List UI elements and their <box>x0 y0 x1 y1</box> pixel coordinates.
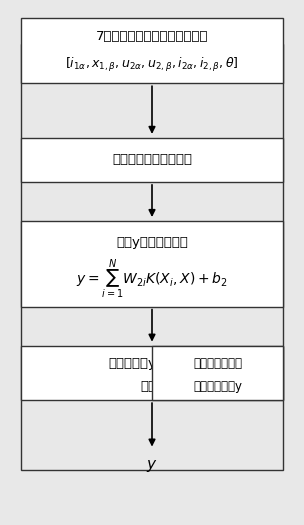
Text: 7个输入变量的实时直接测量值: 7个输入变量的实时直接测量值 <box>96 30 208 43</box>
Text: $y=\sum_{i=1}^{N}W_{2i}K(X_i,X)+b_2$: $y=\sum_{i=1}^{N}W_{2i}K(X_i,X)+b_2$ <box>76 257 228 301</box>
FancyBboxPatch shape <box>21 221 283 307</box>
Text: 计算y方向径向位移: 计算y方向径向位移 <box>116 236 188 249</box>
FancyBboxPatch shape <box>152 345 283 400</box>
FancyBboxPatch shape <box>21 138 283 182</box>
Text: 多核最小二乘支: 多核最小二乘支 <box>193 356 242 370</box>
Text: 持向量机预测y: 持向量机预测y <box>193 380 242 393</box>
Text: 化处理: 化处理 <box>140 380 164 393</box>
Text: $[i_{1\alpha},x_{1,\beta},u_{2\alpha},u_{2,\beta},i_{2\alpha},i_{2,\beta},\theta: $[i_{1\alpha},x_{1,\beta},u_{2\alpha},u_… <box>65 56 239 74</box>
FancyBboxPatch shape <box>21 345 283 400</box>
Text: 对径向位移y进行反归一: 对径向位移y进行反归一 <box>108 356 196 370</box>
Text: 数字滤波及归一化处理: 数字滤波及归一化处理 <box>112 153 192 166</box>
FancyBboxPatch shape <box>21 18 283 83</box>
Text: $y$: $y$ <box>146 458 158 474</box>
FancyBboxPatch shape <box>21 44 283 470</box>
